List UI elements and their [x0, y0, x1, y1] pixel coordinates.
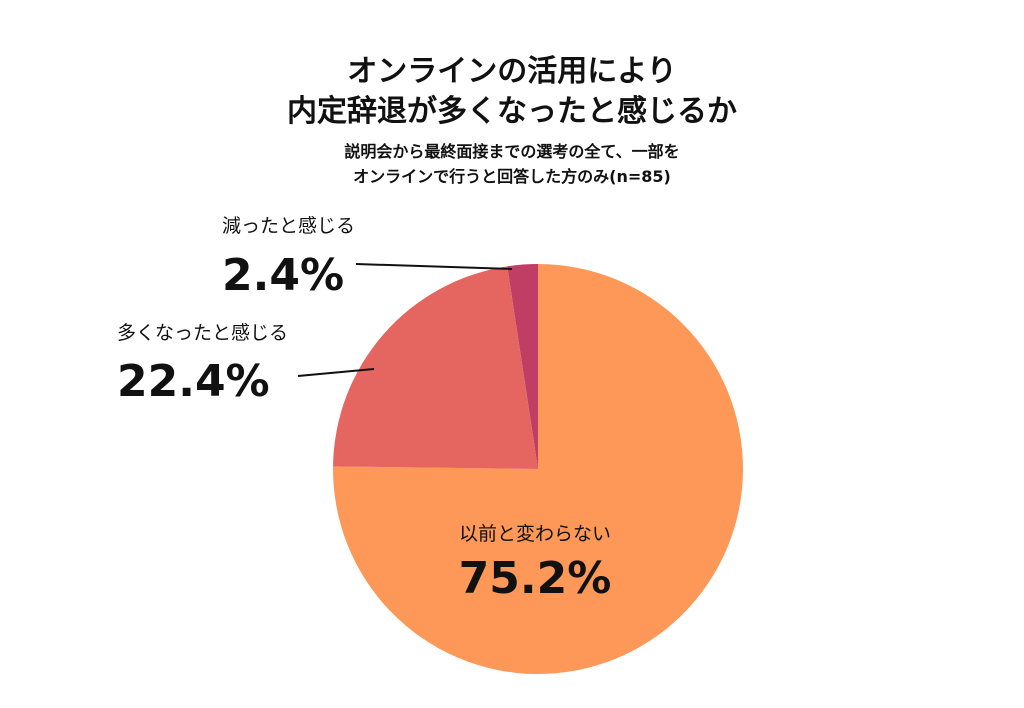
slice-value-same: 75.2%	[459, 553, 612, 604]
slice-label-less: 減ったと感じる	[222, 215, 355, 237]
chart-subtitle-line2: オンラインで行うと回答した方のみ(n=85)	[353, 167, 671, 186]
slice-value-more: 22.4%	[117, 356, 270, 407]
slice-label-same: 以前と変わらない	[459, 523, 611, 545]
chart-title-line1: オンラインの活用により	[347, 54, 677, 89]
leader-line-less	[355, 263, 513, 270]
slice-value-less: 2.4%	[222, 250, 344, 301]
pie-slice-more	[333, 266, 538, 469]
chart-title-line2: 内定辞退が多くなったと感じるか	[287, 94, 737, 129]
slice-label-more: 多くなったと感じる	[117, 322, 288, 344]
pie-slice-less	[507, 264, 538, 469]
leader-line-more	[297, 368, 375, 377]
chart-subtitle-line1: 説明会から最終面接までの選考の全て、一部を	[344, 142, 680, 161]
